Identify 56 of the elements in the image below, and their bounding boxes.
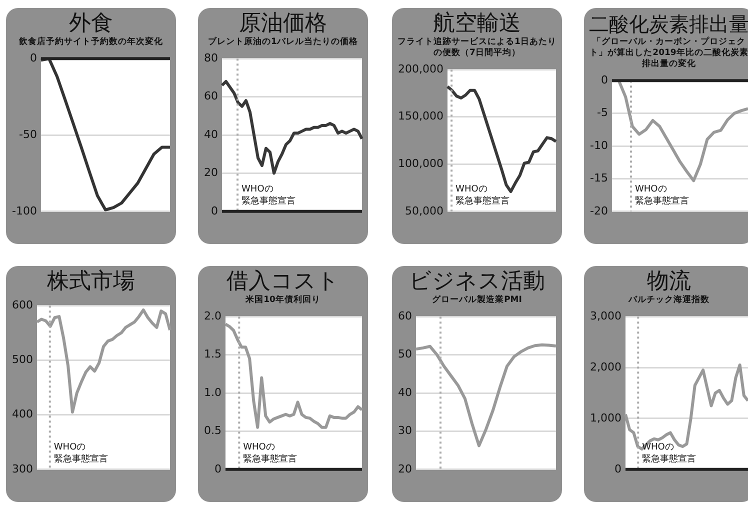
y-tick-label: 600 — [12, 298, 33, 312]
y-tick-label: 150,000 — [398, 110, 444, 123]
y-tick-label: 0 — [30, 51, 37, 64]
y-tick-label: 1.5 — [204, 348, 222, 361]
chart-title: 物流 — [647, 269, 691, 294]
chart-subtitle: 飲食店予約サイト予約数の年次変化 — [18, 37, 164, 48]
y-tick-label: 40 — [204, 128, 218, 141]
annotation: WHOの緊急事態宣言 — [642, 442, 696, 464]
y-tick-label: 0 — [210, 204, 218, 218]
y-tick-label: 0 — [600, 73, 608, 86]
y-tick-label: 0 — [214, 462, 222, 476]
y-tick-label: 50 — [398, 348, 412, 361]
y-tick-label: 2.0 — [204, 309, 222, 322]
y-tick-label: -20 — [590, 204, 608, 218]
y-tick-label: 1,000 — [590, 411, 622, 424]
chart-title: 二酸化炭素排出量 — [589, 11, 748, 36]
y-tick-label: 60 — [398, 309, 412, 322]
y-tick-label: 1.0 — [204, 386, 222, 399]
y-tick-label: 2,000 — [590, 360, 622, 374]
y-tick-label: 400 — [12, 408, 33, 421]
y-tick-label: -100 — [12, 204, 37, 218]
y-tick-label: 20 — [204, 166, 218, 180]
chart-title: 航空輸送 — [433, 11, 521, 36]
y-tick-label: -50 — [18, 128, 37, 141]
chart-title: 借入コスト — [226, 269, 340, 294]
y-tick-label: 20 — [398, 462, 412, 476]
chart-subtitle: フライト追跡サービスによる1日あたりの便数（7日間平均） — [396, 37, 558, 59]
y-tick-label: 0.5 — [204, 424, 222, 438]
chart-title: 外食 — [69, 11, 113, 37]
y-tick-label: 50,000 — [404, 204, 444, 218]
y-tick-label: 3,000 — [590, 309, 622, 322]
chart-title: 原油価格 — [239, 11, 327, 36]
y-tick-label: 500 — [12, 353, 33, 366]
y-tick-label: 300 — [12, 462, 33, 476]
chart-subtitle: 「グローバル・カーボン・プロジェクト」が算出した2019年比の二酸化炭素排出量の変化 — [588, 37, 748, 70]
y-tick-label: 40 — [398, 386, 412, 399]
chart-subtitle: バルチック海運指数 — [627, 295, 710, 306]
annotation: WHOの緊急事態宣言 — [243, 442, 298, 464]
annotation: WHOの緊急事態宣言 — [456, 184, 510, 206]
chart-subtitle: ブレント原油の1バレル当たりの価格 — [207, 37, 359, 48]
y-tick-label: 80 — [204, 51, 218, 64]
y-tick-label: 200,000 — [398, 62, 444, 76]
chart-title: ビジネス活動 — [409, 269, 545, 294]
y-tick-label: 100,000 — [398, 156, 444, 170]
y-tick-label: 0 — [614, 462, 622, 476]
y-tick-label: -15 — [590, 172, 608, 185]
y-tick-label: 30 — [398, 424, 412, 438]
annotation: WHOの緊急事態宣言 — [242, 184, 296, 206]
annotation: WHOの緊急事態宣言 — [635, 184, 690, 206]
y-tick-label: 60 — [204, 90, 218, 103]
chart-subtitle: 米国10年債利回り — [244, 295, 322, 306]
y-tick-label: -5 — [597, 106, 608, 120]
annotation: WHOの緊急事態宣言 — [54, 442, 108, 464]
y-tick-label: -10 — [590, 138, 608, 152]
chart-title: 株式市場 — [47, 269, 135, 295]
chart-subtitle: グローバル製造業PMI — [431, 295, 523, 306]
